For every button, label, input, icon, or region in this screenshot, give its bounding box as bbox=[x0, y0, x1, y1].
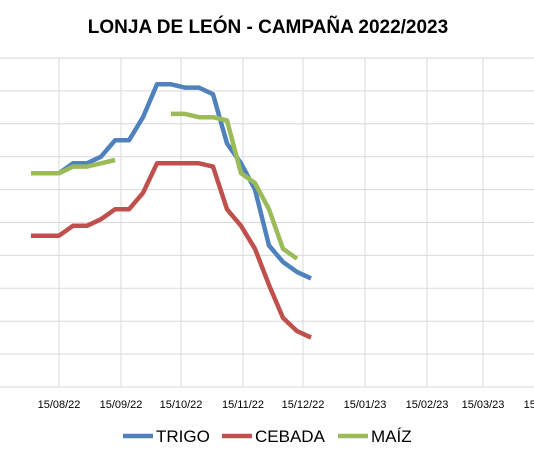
x-tick-label: 15/03/23 bbox=[462, 399, 505, 411]
x-tick-label: 15/04/23 bbox=[524, 399, 534, 411]
chart-title: LONJA DE LEÓN - CAMPAÑA 2022/2023 bbox=[88, 16, 448, 38]
legend-label: TRIGO bbox=[156, 427, 210, 446]
x-tick-label: 15/01/23 bbox=[344, 399, 387, 411]
x-tick-label: 15/02/23 bbox=[406, 399, 449, 411]
legend-label: CEBADA bbox=[255, 427, 326, 446]
x-tick-label: 15/10/22 bbox=[160, 399, 203, 411]
series-lines bbox=[31, 82, 312, 340]
x-axis-ticks: 15/08/22 15/09/22 15/10/22 15/11/22 15/12/22… bbox=[38, 399, 534, 411]
legend: TRIGO CEBADA MAÍZ bbox=[123, 427, 412, 446]
x-tick-label: 15/12/22 bbox=[282, 399, 325, 411]
x-tick-label: 15/11/22 bbox=[222, 399, 264, 411]
series-line-cebada bbox=[31, 161, 312, 340]
x-tick-label: 15/08/22 bbox=[38, 399, 81, 411]
series-line-maz bbox=[31, 111, 299, 261]
series-line-trigo bbox=[31, 82, 312, 281]
gridlines bbox=[0, 57, 534, 388]
legend-label: MAÍZ bbox=[371, 427, 412, 446]
x-tick-label: 15/09/22 bbox=[100, 399, 143, 411]
